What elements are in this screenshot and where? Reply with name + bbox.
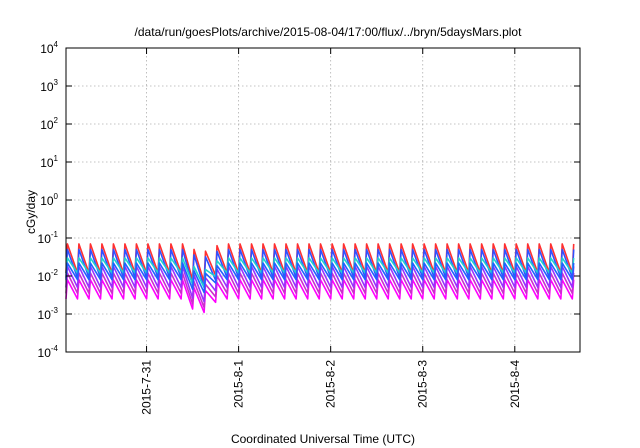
series-group [65, 243, 575, 314]
y-axis-label: cGy/day [24, 190, 38, 234]
x-axis: 2015-7-31 2015-8-1 2015-8-2 2015-8-3 2015-8-… [140, 48, 522, 415]
y-axis: 10-4 10-3 10-2 10-1 100 101 102 103 104 [38, 40, 580, 360]
y-tick-label: 10-4 [38, 344, 59, 360]
y-tick-label: 103 [40, 78, 58, 94]
x-tick-label: 2015-8-3 [416, 360, 430, 408]
y-tick-label: 10-3 [38, 306, 59, 322]
x-tick-label: 2015-8-1 [232, 360, 246, 408]
y-tick-label: 102 [40, 116, 58, 132]
y-tick-label: 100 [40, 192, 58, 208]
y-tick-label: 10-1 [38, 230, 59, 246]
grid [66, 48, 580, 352]
chart-title: /data/run/goesPlots/archive/2015-08-04/1… [135, 25, 523, 39]
x-tick-label: 2015-8-2 [324, 360, 338, 408]
y-tick-label: 10-2 [38, 268, 59, 284]
series-line [65, 262, 575, 294]
y-tick-label: 104 [40, 40, 58, 56]
x-axis-label: Coordinated Universal Time (UTC) [231, 432, 415, 446]
y-tick-label: 101 [40, 154, 58, 170]
x-tick-label: 2015-7-31 [140, 360, 154, 415]
x-tick-label: 2015-8-4 [508, 360, 522, 408]
